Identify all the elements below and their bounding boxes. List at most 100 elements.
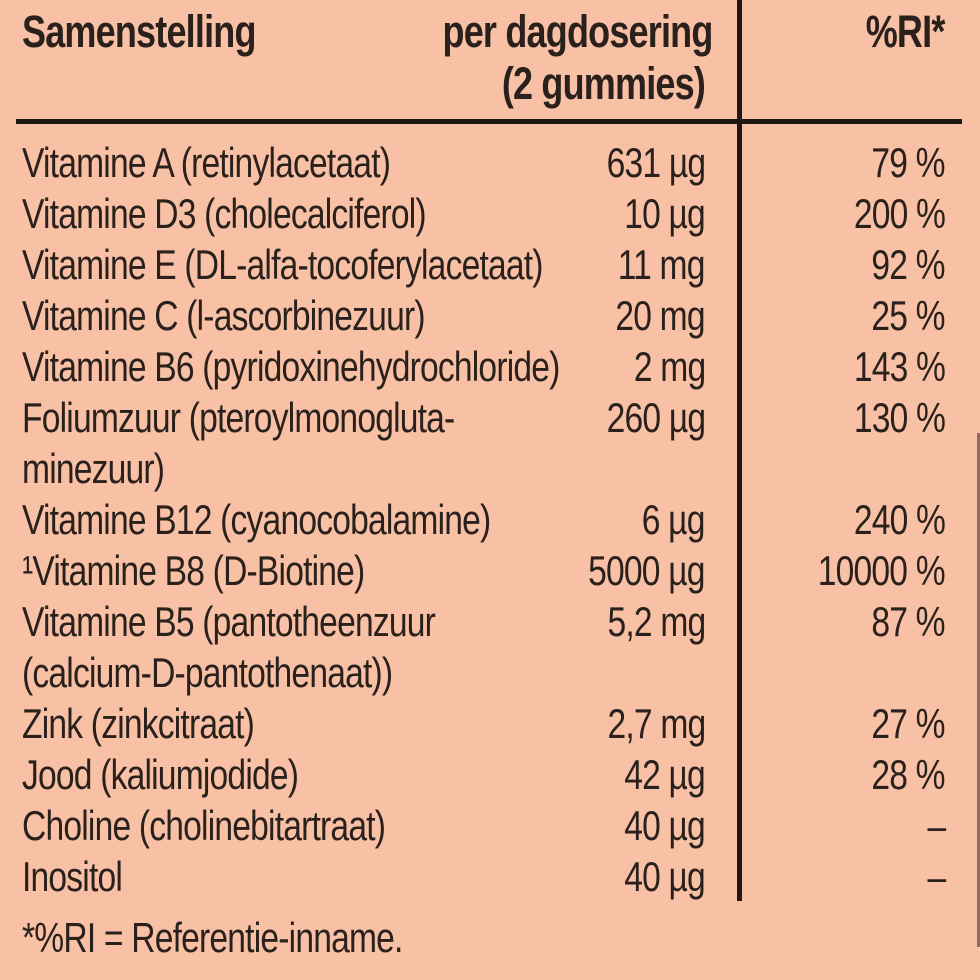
ingredient-row: Zink (zinkcitraat) 2,7 mg 27 % xyxy=(22,698,946,749)
ingredient-name-text: Vitamine A (retinylacetaat) xyxy=(22,139,391,186)
column-header-dose-line1: per dagdosering xyxy=(375,6,714,58)
dose-line1-label: per dagdosering xyxy=(442,6,714,57)
ingredient-ri-text: – xyxy=(927,853,946,900)
ingredient-ri-text: 25 % xyxy=(871,292,946,339)
ingredient-row: Vitamine C (l-ascorbinezuur) 20 mg 25 % xyxy=(22,290,946,341)
ingredient-amount: 6 µg xyxy=(505,494,706,545)
ingredient-amount-text: 5000 µg xyxy=(588,547,705,594)
ingredient-amount-text: 40 µg xyxy=(624,853,706,900)
ingredient-name-text: (calcium-D-pantothenaat)) xyxy=(22,649,393,696)
ingredient-row: Vitamine B6 (pyridoxinehydrochloride) 2 m… xyxy=(22,341,946,392)
ingredient-amount: 20 mg xyxy=(505,290,706,341)
ingredient-amount: 5000 µg xyxy=(505,545,705,596)
ingredient-ri: 79 % xyxy=(705,137,946,188)
ingredient-name: (calcium-D-pantothenaat)) xyxy=(22,647,505,698)
ingredient-ri: 10000 % xyxy=(705,545,946,596)
ingredient-ri-text: 28 % xyxy=(871,751,946,798)
column-header-dose: per dagdosering (2 gummies) xyxy=(375,6,714,110)
ingredient-name: Zink (zinkcitraat) xyxy=(22,698,505,749)
ingredient-ri-text: 200 % xyxy=(853,190,946,237)
column-header-dose-line2: (2 gummies) xyxy=(375,58,706,110)
column-header-composition: Samenstelling xyxy=(22,6,375,110)
ingredient-name: Vitamine B12 (cyanocobalamine) xyxy=(22,494,505,545)
ingredient-name-text: Foliumzuur (pteroylmonogluta- xyxy=(22,394,455,441)
dose-line2-label: (2 gummies) xyxy=(501,58,706,109)
ingredient-amount: 42 µg xyxy=(505,749,706,800)
ingredient-ri: 240 % xyxy=(705,494,946,545)
ingredient-amount-text: 10 µg xyxy=(624,190,706,237)
ingredient-ri-text: 87 % xyxy=(871,598,946,645)
ingredient-amount: 2 mg xyxy=(505,341,706,392)
ingredient-ri xyxy=(705,443,945,494)
ingredient-ri xyxy=(705,647,945,698)
ingredient-amount-text: 2 mg xyxy=(633,343,706,390)
ingredient-name-text: Vitamine B6 (pyridoxinehydrochloride) xyxy=(22,343,560,390)
ingredient-name: Vitamine E (DL-alfa-tocoferylacetaat) xyxy=(22,239,543,290)
ingredient-name: minezuur) xyxy=(22,443,505,494)
ingredient-name-text: Inositol xyxy=(22,853,123,900)
ingredient-ri: 130 % xyxy=(705,392,946,443)
ingredient-name: Choline (cholinebitartraat) xyxy=(22,800,505,851)
ingredient-amount: 5,2 mg xyxy=(505,596,706,647)
ingredient-row: Inositol 40 µg – xyxy=(22,851,946,902)
ingredient-name-text: Choline (cholinebitartraat) xyxy=(22,802,386,849)
ingredient-name: Foliumzuur (pteroylmonogluta- xyxy=(22,392,505,443)
ingredient-row: (calcium-D-pantothenaat)) xyxy=(22,647,945,698)
ingredient-row: Vitamine E (DL-alfa-tocoferylacetaat) 11 … xyxy=(22,239,946,290)
ingredient-name: Jood (kaliumjodide) xyxy=(22,749,505,800)
ingredient-amount: 40 µg xyxy=(505,800,706,851)
ingredient-row: Vitamine B12 (cyanocobalamine) 6 µg 240 % xyxy=(22,494,946,545)
ingredient-row: Foliumzuur (pteroylmonogluta- 260 µg 130 % xyxy=(22,392,946,443)
ingredient-amount: 631 µg xyxy=(505,137,705,188)
ingredient-amount: 10 µg xyxy=(505,188,706,239)
ingredient-amount-text: 40 µg xyxy=(624,802,706,849)
ingredient-ri: 87 % xyxy=(705,596,946,647)
ingredient-ri: – xyxy=(705,800,946,851)
ingredient-name-text: Vitamine D3 (cholecalciferol) xyxy=(22,190,427,237)
ingredient-name-text: Vitamine C (l-ascorbinezuur) xyxy=(22,292,426,339)
ingredient-ri: 200 % xyxy=(705,188,946,239)
ingredient-amount-text: 42 µg xyxy=(624,751,706,798)
ingredient-ri: 25 % xyxy=(705,290,946,341)
ingredient-amount xyxy=(505,443,705,494)
ingredient-amount-text: 5,2 mg xyxy=(607,598,706,645)
ingredient-name: Vitamine B5 (pantotheenzuur xyxy=(22,596,505,647)
ingredient-ri-text: 240 % xyxy=(853,496,946,543)
ingredient-name-text: Zink (zinkcitraat) xyxy=(22,700,255,747)
ingredient-name: Vitamine D3 (cholecalciferol) xyxy=(22,188,505,239)
ingredient-amount: 260 µg xyxy=(505,392,705,443)
ingredient-amount: 2,7 mg xyxy=(505,698,706,749)
ingredient-ri-text: – xyxy=(927,802,946,849)
ingredient-ri-text: 130 % xyxy=(853,394,946,441)
ingredient-name-text: ¹Vitamine B8 (D-Biotine) xyxy=(22,547,365,594)
ingredient-ri: 143 % xyxy=(705,341,946,392)
ingredient-amount xyxy=(505,647,705,698)
ingredient-row: Jood (kaliumjodide) 42 µg 28 % xyxy=(22,749,946,800)
column-header-ri-label: %RI* xyxy=(866,6,946,57)
ingredient-ri: 27 % xyxy=(705,698,946,749)
column-header-composition-label: Samenstelling xyxy=(22,6,256,57)
ingredient-name-text: Vitamine E (DL-alfa-tocoferylacetaat) xyxy=(22,241,543,288)
ingredient-amount-text: 6 µg xyxy=(642,496,706,543)
ingredient-name-text: Jood (kaliumjodide) xyxy=(22,751,299,798)
ingredient-name: Vitamine A (retinylacetaat) xyxy=(22,137,505,188)
ingredient-ri-text: 143 % xyxy=(853,343,946,390)
photo-edge-shadow xyxy=(977,433,980,947)
ingredient-name: Vitamine C (l-ascorbinezuur) xyxy=(22,290,505,341)
column-header-ri: %RI* xyxy=(705,6,946,110)
ingredient-amount-text: 2,7 mg xyxy=(607,700,706,747)
column-divider-line xyxy=(737,0,742,901)
ingredient-ri-text: 10000 % xyxy=(817,547,946,594)
ingredient-name: ¹Vitamine B8 (D-Biotine) xyxy=(22,545,505,596)
ingredient-amount-text: 11 mg xyxy=(618,241,706,288)
ingredient-row: Vitamine D3 (cholecalciferol) 10 µg 200 % xyxy=(22,188,946,239)
ingredient-ri-text: 27 % xyxy=(871,700,946,747)
ingredient-name: Vitamine B6 (pyridoxinehydrochloride) xyxy=(22,341,560,392)
ingredient-amount: 11 mg xyxy=(505,239,706,290)
ingredient-row: ¹Vitamine B8 (D-Biotine) 5000 µg 10000 % xyxy=(22,545,946,596)
ingredient-name-text: minezuur) xyxy=(22,445,165,492)
ingredient-rows: Vitamine A (retinylacetaat) 631 µg 79 % Vit… xyxy=(22,137,946,902)
ingredient-name: Inositol xyxy=(22,851,505,902)
ingredient-amount-text: 631 µg xyxy=(606,139,705,186)
ingredient-ri-text: 79 % xyxy=(871,139,946,186)
